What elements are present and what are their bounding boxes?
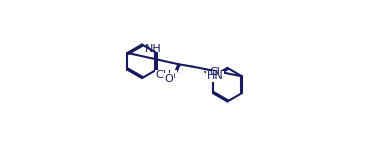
Text: CH₃: CH₃ [156,70,176,80]
Text: Cl: Cl [209,67,220,77]
Text: HN: HN [207,72,224,81]
Text: O: O [164,74,173,84]
Text: NH: NH [145,44,162,54]
